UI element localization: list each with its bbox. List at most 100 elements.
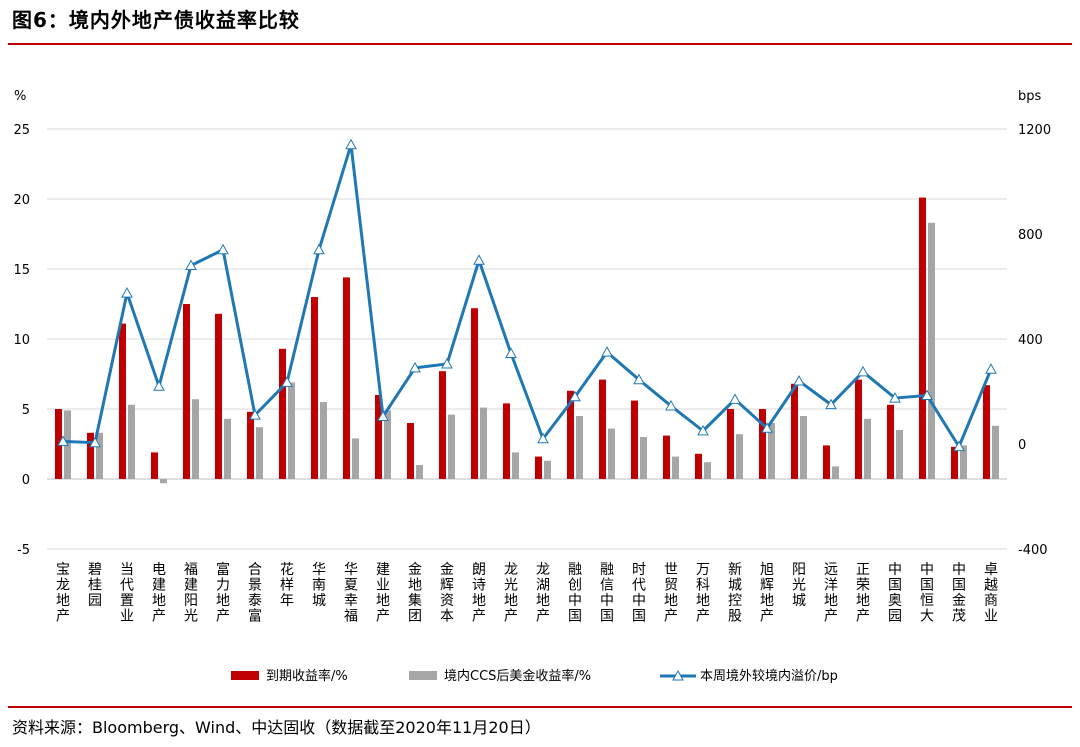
grid bbox=[47, 128, 1007, 550]
bar-ccs bbox=[544, 460, 551, 479]
premium-point bbox=[249, 409, 261, 420]
bar-ccs bbox=[704, 462, 711, 479]
x-category-label: 世贸地产 bbox=[664, 562, 678, 625]
legend-label-premium: 本周境外较境内溢价/bp bbox=[700, 668, 838, 684]
x-category-label: 合景泰富 bbox=[248, 562, 262, 625]
bar-ccs bbox=[512, 452, 519, 479]
premium-point bbox=[89, 436, 101, 448]
bar-ccs bbox=[992, 425, 999, 479]
bar-ccs bbox=[320, 402, 327, 479]
premium-point bbox=[345, 138, 357, 150]
x-category-label: 卓越商业 bbox=[984, 562, 998, 625]
bar-ytm bbox=[887, 404, 894, 479]
right-tick-label: -400 bbox=[1018, 543, 1048, 558]
bar-ytm bbox=[791, 383, 798, 479]
bar-ccs bbox=[128, 404, 135, 479]
x-category-label: 电建地产 bbox=[152, 562, 166, 625]
bar-ccs bbox=[448, 414, 455, 479]
left-tick-label: 5 bbox=[22, 403, 30, 418]
x-category-label: 新城控股 bbox=[728, 562, 742, 625]
premium-point bbox=[633, 373, 645, 385]
premium-point bbox=[985, 363, 997, 374]
bar-ytm bbox=[183, 304, 190, 479]
bar-ccs bbox=[416, 465, 423, 479]
x-category-label: 远洋地产 bbox=[824, 562, 838, 625]
x-category-label: 中国恒大 bbox=[920, 562, 934, 625]
x-category-label: 万科地产 bbox=[696, 562, 710, 625]
bar-ytm bbox=[343, 277, 350, 479]
premium-point bbox=[857, 365, 869, 377]
premium-point bbox=[537, 432, 549, 444]
x-category-label: 碧桂园 bbox=[88, 562, 102, 609]
bar-ytm bbox=[823, 445, 830, 479]
bar-ccs bbox=[192, 399, 199, 479]
line-series bbox=[57, 138, 997, 452]
bar-ytm bbox=[535, 456, 542, 479]
x-category-label: 正荣地产 bbox=[856, 562, 870, 625]
premium-point bbox=[953, 440, 965, 452]
x-category-label: 中国奥园 bbox=[888, 562, 902, 625]
premium-point bbox=[825, 398, 837, 410]
premium-point bbox=[409, 361, 421, 373]
bar-ytm bbox=[727, 409, 734, 479]
premium-point bbox=[921, 389, 933, 400]
bar-ytm bbox=[471, 308, 478, 479]
left-tick-label: -5 bbox=[17, 543, 30, 558]
right-tick-label: 0 bbox=[1018, 438, 1026, 453]
bar-ytm bbox=[599, 379, 606, 479]
right-tick-label: 400 bbox=[1018, 333, 1043, 348]
bar-ytm bbox=[119, 323, 126, 479]
bar-ccs bbox=[672, 456, 679, 479]
bar-ccs bbox=[608, 428, 615, 479]
left-tick-label: 15 bbox=[13, 263, 30, 278]
x-category-label: 中国金茂 bbox=[952, 562, 966, 625]
bar-group bbox=[55, 197, 999, 484]
premium-point bbox=[697, 424, 709, 436]
x-category-label: 当代置业 bbox=[120, 562, 134, 625]
bar-ccs bbox=[864, 418, 871, 479]
bar-ytm bbox=[855, 379, 862, 479]
premium-point bbox=[441, 357, 453, 369]
premium-point bbox=[57, 435, 69, 446]
bar-ytm bbox=[951, 446, 958, 479]
premium-point bbox=[281, 376, 293, 387]
x-category-label: 建业地产 bbox=[376, 562, 390, 625]
premium-point bbox=[313, 243, 325, 255]
legend-swatch-ytm bbox=[231, 671, 259, 680]
premium-point bbox=[377, 410, 389, 421]
bar-ytm bbox=[375, 395, 382, 479]
bar-ccs bbox=[160, 479, 167, 484]
bar-ytm bbox=[247, 411, 254, 479]
left-axis-unit: % bbox=[14, 89, 26, 104]
premium-point bbox=[665, 399, 677, 411]
footer-divider bbox=[8, 706, 1072, 708]
x-category-label: 华南城 bbox=[312, 562, 326, 609]
bar-ccs bbox=[576, 416, 583, 479]
bar-ccs bbox=[96, 432, 103, 479]
x-category-label: 融创中国 bbox=[568, 562, 582, 625]
source-note: 资料来源：Bloomberg、Wind、中达固收（数据截至2020年11月20日… bbox=[12, 718, 541, 737]
figure-title: 图6：境内外地产债收益率比较 bbox=[12, 8, 300, 32]
bar-ccs bbox=[736, 434, 743, 479]
x-category-label: 时代中国 bbox=[632, 562, 646, 625]
bar-ccs bbox=[256, 427, 263, 479]
legend-marker-premium bbox=[672, 669, 684, 681]
legend-label-ytm: 到期收益率/% bbox=[266, 668, 348, 684]
x-category-label: 融信中国 bbox=[600, 562, 614, 625]
x-category-label: 宝龙地产 bbox=[56, 562, 70, 625]
bar-ytm bbox=[279, 348, 286, 479]
left-tick-label: 10 bbox=[13, 333, 30, 348]
bar-ccs bbox=[832, 466, 839, 479]
bar-ytm bbox=[503, 403, 510, 479]
premium-point bbox=[601, 346, 613, 357]
legend-label-ccs: 境内CCS后美金收益率/% bbox=[444, 668, 591, 684]
left-tick-label: 25 bbox=[13, 123, 30, 138]
bar-ccs bbox=[480, 407, 487, 479]
bar-ytm bbox=[983, 385, 990, 479]
right-tick-label: 800 bbox=[1018, 228, 1043, 243]
bar-ytm bbox=[567, 390, 574, 479]
bar-ytm bbox=[151, 452, 158, 479]
premium-point bbox=[793, 374, 805, 386]
legend: 到期收益率/% 境内CCS后美金收益率/% 本周境外较境内溢价/bp bbox=[231, 668, 838, 684]
premium-point bbox=[153, 380, 165, 391]
